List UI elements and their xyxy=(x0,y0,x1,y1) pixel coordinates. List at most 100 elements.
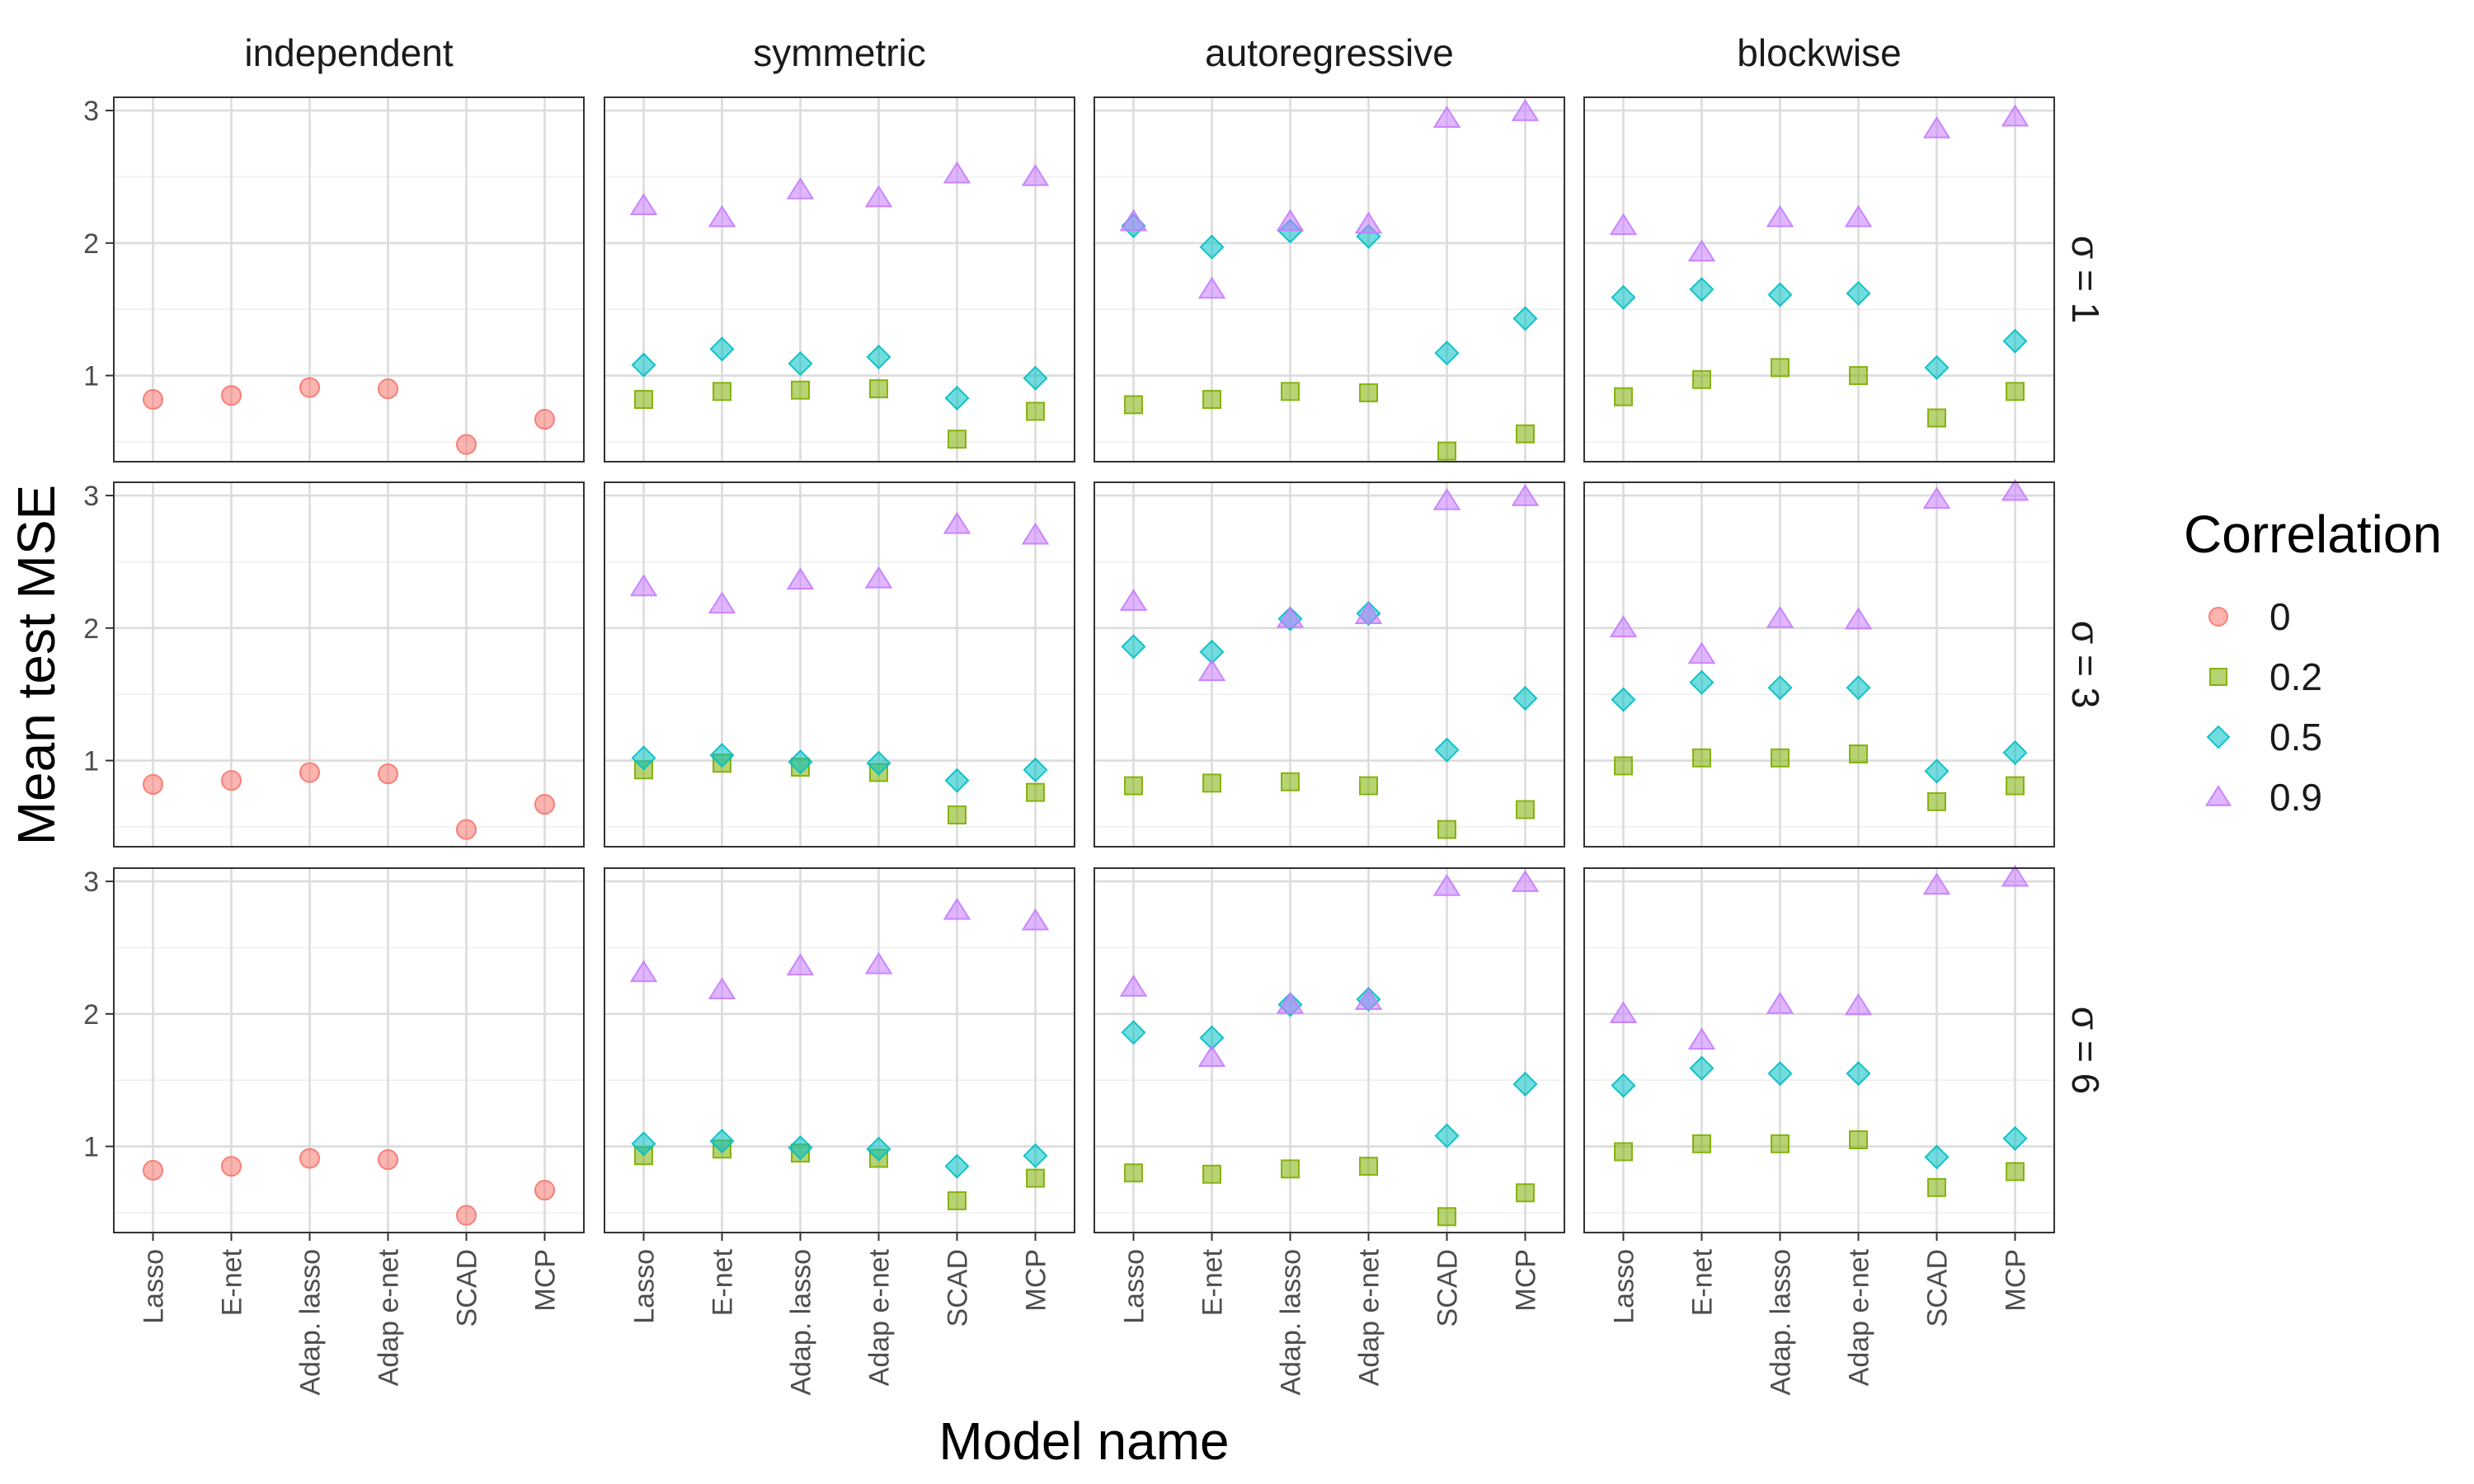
panel-background xyxy=(113,96,585,463)
data-point xyxy=(1692,369,1711,389)
data-point xyxy=(866,1136,891,1162)
data-point xyxy=(1202,1164,1221,1184)
facet-panel xyxy=(113,96,585,463)
data-point xyxy=(1354,211,1383,234)
data-point xyxy=(1922,486,1951,510)
data-point xyxy=(1922,872,1951,895)
data-point xyxy=(788,1135,813,1161)
data-point xyxy=(1437,819,1456,839)
data-point xyxy=(1359,776,1378,796)
data-point xyxy=(1687,641,1716,665)
data-point xyxy=(1119,589,1148,611)
facet-panel xyxy=(1094,481,1565,848)
data-point xyxy=(1846,675,1871,701)
data-point xyxy=(1766,992,1794,1014)
data-point xyxy=(220,1156,242,1177)
data-point xyxy=(2001,104,2030,127)
data-point xyxy=(1689,1055,1714,1081)
legend-key xyxy=(2208,607,2228,627)
data-point xyxy=(1437,1207,1456,1227)
data-point xyxy=(455,1205,477,1226)
data-point xyxy=(1023,757,1048,782)
data-point xyxy=(709,336,735,362)
data-point xyxy=(1202,389,1221,409)
x-tick-label: Adap e-net xyxy=(864,1248,896,1386)
legend-label: 0.9 xyxy=(2269,776,2322,819)
panel-background xyxy=(1583,96,2055,463)
data-point xyxy=(1922,116,1951,139)
panel-border xyxy=(1094,867,1565,1233)
data-point xyxy=(1767,1061,1793,1087)
data-point xyxy=(1687,239,1716,262)
y-tick-label: 1 xyxy=(83,361,99,392)
x-tick-label: MCP xyxy=(2001,1249,2032,1312)
panel-border xyxy=(1583,867,2055,1233)
panels-layer xyxy=(113,96,2055,1233)
data-point xyxy=(2006,1162,2025,1181)
row-facet-label: σ = 6 xyxy=(2064,1007,2107,1094)
data-point xyxy=(220,770,242,791)
legend-item: 0.2 xyxy=(2209,655,2322,698)
facet-panel xyxy=(113,481,585,848)
y-tick-label: 1 xyxy=(83,746,99,777)
data-point xyxy=(299,762,321,783)
axes-layer: 1 2 3 1 2 3 1 2 3 Lasso E-net Adap. lasso Adap e-net… xyxy=(83,96,2031,1396)
x-tick-label: Adap. lasso xyxy=(1766,1249,1797,1396)
data-point xyxy=(864,185,893,208)
data-point xyxy=(1359,1157,1378,1176)
data-point xyxy=(1432,873,1461,896)
data-point xyxy=(1026,782,1045,802)
x-tick-label: E-net xyxy=(1687,1248,1719,1316)
data-point xyxy=(1119,974,1148,997)
data-point xyxy=(1611,687,1636,712)
data-point xyxy=(299,1148,321,1169)
data-point xyxy=(1849,744,1868,763)
data-point xyxy=(299,377,321,398)
data-point xyxy=(1281,382,1300,402)
data-point xyxy=(786,567,815,590)
facet-panel xyxy=(604,96,1075,463)
data-point xyxy=(1844,993,1873,1016)
data-point xyxy=(1609,213,1638,236)
data-point xyxy=(1432,487,1461,510)
data-point xyxy=(631,745,656,771)
panel-border xyxy=(1094,481,1565,848)
data-point xyxy=(1276,209,1305,232)
x-tick-label: Lasso xyxy=(139,1249,170,1324)
legend-key xyxy=(2209,668,2227,686)
data-point xyxy=(2006,382,2025,402)
panel-background xyxy=(1094,96,1565,463)
column-facet-label: symmetric xyxy=(753,31,926,74)
data-point xyxy=(1849,366,1868,386)
data-point xyxy=(377,763,399,785)
x-tick-label: SCAD xyxy=(1922,1249,1954,1327)
x-tick-label: Lasso xyxy=(1119,1249,1150,1324)
data-point xyxy=(1687,1027,1716,1050)
data-point xyxy=(944,768,970,793)
legend-items: 0 0.2 0.5 0.9 xyxy=(2204,595,2322,819)
x-tick-label: MCP xyxy=(1021,1249,1052,1312)
data-point xyxy=(1124,395,1143,415)
column-facet-label: blockwise xyxy=(1737,31,1901,74)
panel-background xyxy=(1583,867,2055,1233)
data-point xyxy=(142,1159,164,1181)
data-point xyxy=(142,773,164,796)
data-point xyxy=(948,805,967,824)
data-point xyxy=(1692,748,1711,768)
x-tick-label: SCAD xyxy=(452,1249,483,1327)
data-point xyxy=(1924,355,1950,380)
data-point xyxy=(2001,864,2030,887)
panel-border xyxy=(113,481,585,848)
data-point xyxy=(1846,280,1871,306)
data-point xyxy=(1124,1163,1143,1183)
data-point xyxy=(629,960,658,983)
data-point xyxy=(1692,1134,1711,1153)
data-point xyxy=(1197,1045,1226,1068)
facet-panel xyxy=(113,867,585,1233)
facet-panel xyxy=(1583,96,2055,463)
legend-key xyxy=(2206,725,2231,749)
data-point xyxy=(455,434,477,455)
facet-strips: independent symmetric autoregressive blockw… xyxy=(244,31,2106,1094)
data-point xyxy=(1023,365,1048,391)
legend-item: 0.9 xyxy=(2204,776,2322,819)
